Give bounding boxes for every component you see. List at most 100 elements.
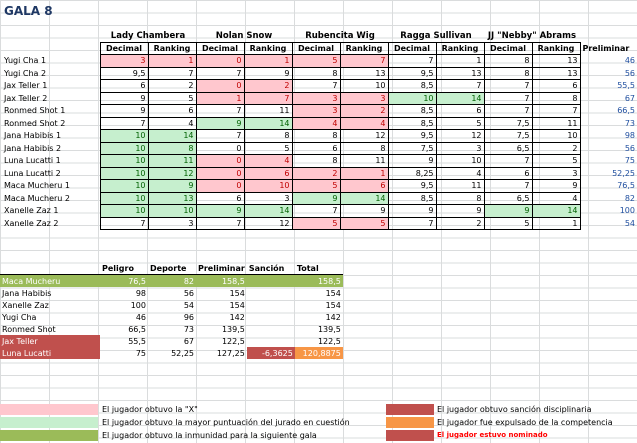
summary-cell[interactable]: -6,3625 [246, 347, 295, 359]
ranking-cell[interactable]: 3 [339, 91, 389, 105]
decimal-cell[interactable]: 8 [291, 129, 341, 143]
summary-cell[interactable]: 120,8875 [294, 347, 343, 359]
ranking-cell[interactable]: 5 [147, 91, 197, 105]
summary-cell[interactable]: 96 [183, 312, 194, 322]
preliminar-cell[interactable]: 82 [624, 193, 635, 203]
summary-cell[interactable] [247, 287, 295, 299]
summary-cell[interactable]: 154 [325, 288, 341, 298]
summary-cell[interactable]: 98 [135, 288, 146, 298]
summary-name[interactable]: Xanelle Zaz [2, 300, 49, 310]
decimal-cell[interactable]: 9,5 [387, 179, 437, 193]
ranking-cell[interactable]: 9 [339, 204, 389, 218]
decimal-cell[interactable]: 8 [483, 66, 533, 80]
ranking-cell[interactable]: 2 [147, 79, 197, 93]
preliminar-cell[interactable]: 66,5 [617, 106, 635, 116]
decimal-cell[interactable]: 7 [99, 216, 149, 230]
ranking-cell[interactable]: 7 [435, 79, 485, 93]
summary-cell[interactable]: 142 [229, 312, 245, 322]
ranking-cell[interactable]: 13 [339, 66, 389, 80]
ranking-cell[interactable]: 9 [435, 204, 485, 218]
ranking-cell[interactable]: 14 [147, 129, 197, 143]
decimal-cell[interactable]: 0 [195, 141, 245, 155]
ranking-cell[interactable]: 14 [435, 91, 485, 105]
summary-cell[interactable]: 54 [183, 300, 194, 310]
summary-cell[interactable]: 122,5 [317, 336, 341, 346]
ranking-cell[interactable]: 11 [435, 179, 485, 193]
decimal-cell[interactable]: 8 [483, 54, 533, 68]
decimal-cell[interactable]: 5 [291, 216, 341, 230]
contestant-name[interactable]: Xanelle Zaz 1 [4, 206, 59, 216]
ranking-cell[interactable]: 10 [531, 129, 581, 143]
contestant-name[interactable]: Jax Teller 1 [4, 81, 48, 91]
decimal-cell[interactable]: 2 [291, 166, 341, 180]
decimal-cell[interactable]: 8,5 [387, 116, 437, 130]
preliminar-cell[interactable]: 75 [624, 156, 635, 166]
contestant-name[interactable]: Maca Mucheru 2 [4, 193, 71, 203]
summary-cell[interactable]: 139,5 [317, 324, 341, 334]
preliminar-cell[interactable]: 98 [624, 131, 635, 141]
ranking-cell[interactable]: 6 [435, 104, 485, 118]
ranking-cell[interactable]: 10 [435, 154, 485, 168]
ranking-cell[interactable]: 2 [435, 216, 485, 230]
preliminar-cell[interactable]: 73 [624, 118, 635, 128]
ranking-cell[interactable]: 7 [147, 66, 197, 80]
ranking-cell[interactable]: 5 [435, 116, 485, 130]
preliminar-cell[interactable]: 56 [624, 68, 635, 78]
ranking-cell[interactable]: 11 [243, 104, 293, 118]
decimal-cell[interactable]: 7 [195, 66, 245, 80]
decimal-cell[interactable]: 0 [195, 166, 245, 180]
summary-cell[interactable]: 154 [229, 288, 245, 298]
decimal-cell[interactable]: 10 [99, 141, 149, 155]
summary-cell[interactable]: 158,5 [294, 274, 343, 287]
decimal-cell[interactable]: 7 [291, 204, 341, 218]
decimal-cell[interactable]: 9 [387, 154, 437, 168]
ranking-cell[interactable]: 10 [243, 179, 293, 193]
summary-cell[interactable] [247, 323, 295, 335]
decimal-cell[interactable]: 9,5 [99, 66, 149, 80]
decimal-cell[interactable]: 8,25 [387, 166, 437, 180]
ranking-cell[interactable]: 8 [531, 91, 581, 105]
ranking-cell[interactable]: 1 [435, 54, 485, 68]
summary-cell[interactable] [247, 311, 295, 323]
summary-cell[interactable]: 139,5 [221, 324, 245, 334]
ranking-cell[interactable]: 14 [243, 116, 293, 130]
summary-name[interactable]: Jax Teller [0, 335, 100, 347]
summary-cell[interactable]: 67 [183, 336, 194, 346]
ranking-cell[interactable]: 10 [147, 204, 197, 218]
decimal-cell[interactable]: 7 [483, 79, 533, 93]
decimal-cell[interactable]: 6 [195, 191, 245, 205]
decimal-cell[interactable]: 7 [483, 179, 533, 193]
ranking-cell[interactable]: 5 [243, 141, 293, 155]
decimal-cell[interactable]: 6 [291, 141, 341, 155]
decimal-cell[interactable]: 6 [99, 79, 149, 93]
decimal-cell[interactable]: 3 [99, 54, 149, 68]
decimal-cell[interactable]: 8,5 [387, 79, 437, 93]
summary-cell[interactable]: 158,5 [196, 274, 247, 287]
ranking-cell[interactable]: 1 [243, 54, 293, 68]
ranking-cell[interactable]: 8 [243, 129, 293, 143]
summary-cell[interactable]: 76,5 [100, 274, 148, 287]
ranking-cell[interactable]: 9 [147, 179, 197, 193]
ranking-cell[interactable]: 4 [531, 191, 581, 205]
ranking-cell[interactable]: 8 [435, 191, 485, 205]
decimal-cell[interactable]: 7 [483, 91, 533, 105]
decimal-cell[interactable]: 9 [387, 204, 437, 218]
preliminar-cell[interactable]: 54 [624, 218, 635, 228]
ranking-cell[interactable]: 3 [435, 141, 485, 155]
decimal-cell[interactable]: 6,5 [483, 191, 533, 205]
decimal-cell[interactable]: 10 [99, 191, 149, 205]
summary-cell[interactable]: 100 [130, 300, 146, 310]
decimal-cell[interactable]: 7 [387, 54, 437, 68]
ranking-cell[interactable]: 3 [531, 166, 581, 180]
preliminar-cell[interactable]: 56 [624, 143, 635, 153]
ranking-cell[interactable]: 6 [339, 179, 389, 193]
ranking-cell[interactable]: 4 [339, 116, 389, 130]
contestant-name[interactable]: Jana Habibis 2 [4, 143, 62, 153]
contestant-name[interactable]: Ronmed Shot 1 [4, 106, 66, 116]
summary-cell[interactable] [246, 274, 295, 287]
contestant-name[interactable]: Xanelle Zaz 2 [4, 218, 59, 228]
summary-cell[interactable]: 142 [325, 312, 341, 322]
ranking-cell[interactable]: 6 [531, 79, 581, 93]
contestant-name[interactable]: Jana Habibis 1 [4, 131, 62, 141]
contestant-name[interactable]: Yugi Cha 2 [4, 68, 47, 78]
